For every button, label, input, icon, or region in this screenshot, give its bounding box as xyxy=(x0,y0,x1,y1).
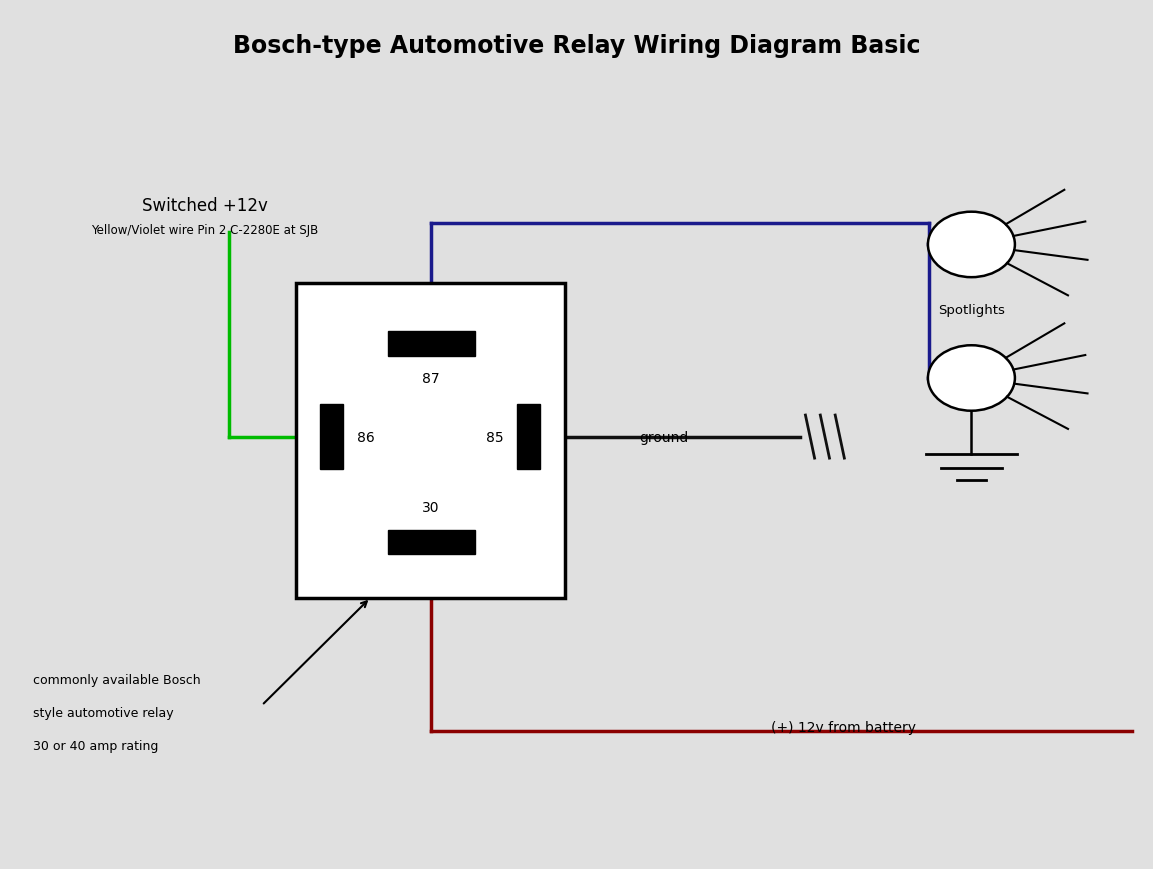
Text: 87: 87 xyxy=(422,372,440,386)
Text: style automotive relay: style automotive relay xyxy=(32,706,173,719)
Bar xyxy=(387,332,475,356)
Text: Bosch-type Automotive Relay Wiring Diagram Basic: Bosch-type Automotive Relay Wiring Diagr… xyxy=(233,34,920,58)
Text: 30: 30 xyxy=(422,501,440,514)
Text: (+) 12v from battery: (+) 12v from battery xyxy=(771,720,917,734)
Text: 30 or 40 amp rating: 30 or 40 amp rating xyxy=(32,739,158,752)
Bar xyxy=(296,284,565,598)
Text: Switched +12v: Switched +12v xyxy=(142,197,267,215)
Bar xyxy=(517,404,540,470)
Text: Yellow/Violet wire Pin 2 C-2280E at SJB: Yellow/Violet wire Pin 2 C-2280E at SJB xyxy=(91,223,318,236)
Text: commonly available Bosch: commonly available Bosch xyxy=(32,673,201,687)
Text: ground: ground xyxy=(640,430,688,444)
Text: 85: 85 xyxy=(485,430,503,444)
Circle shape xyxy=(928,212,1015,278)
Circle shape xyxy=(928,346,1015,411)
Text: 86: 86 xyxy=(356,430,375,444)
Text: Spotlights: Spotlights xyxy=(939,303,1005,316)
Bar xyxy=(387,530,475,554)
Bar xyxy=(321,404,342,470)
